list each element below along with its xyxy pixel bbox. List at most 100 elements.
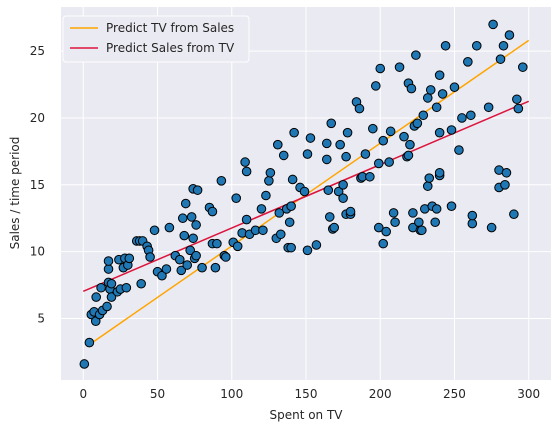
scatter-point (286, 242, 296, 253)
scatter-point (284, 217, 295, 228)
x-axis-label: Spent on TV (269, 408, 343, 422)
scatter-point (384, 157, 394, 167)
scatter-point (446, 201, 457, 212)
scatter-point (437, 89, 448, 99)
scatter-point (216, 175, 227, 186)
scatter-point (185, 245, 195, 256)
scatter-point (302, 149, 313, 159)
scatter-point (360, 149, 371, 159)
scatter-point (483, 102, 494, 113)
scatter-point (261, 190, 271, 201)
scatter-point (471, 40, 482, 51)
scatter-point (186, 212, 197, 222)
scatter-point (373, 222, 384, 233)
scatter-point (504, 30, 515, 40)
scatter-point (405, 139, 415, 150)
scatter-point (390, 217, 400, 228)
scatter-point (500, 180, 510, 190)
scatter-point (102, 301, 112, 312)
y-tick-label: 15 (30, 178, 45, 192)
scatter-point (454, 145, 464, 155)
scatter-point (434, 167, 445, 178)
scatter-point (149, 225, 160, 236)
x-tick-label: 100 (220, 387, 243, 401)
scatter-point (289, 127, 299, 138)
scatter-point (411, 50, 421, 60)
scatter-point (517, 62, 528, 72)
scatter-point (323, 185, 334, 195)
scatter-point (324, 212, 335, 222)
scatter-point (256, 204, 267, 214)
scatter-point (431, 102, 442, 113)
scatter-point (373, 158, 384, 169)
scatter-point (486, 222, 497, 233)
scatter-point (177, 213, 188, 224)
scatter-point (188, 233, 198, 244)
legend: Predict TV from Sales Predict Sales from… (62, 15, 250, 63)
scatter-point (103, 264, 114, 274)
scatter-point (338, 180, 348, 190)
scatter-point (425, 85, 436, 95)
x-tick-label: 200 (369, 387, 392, 401)
scatter-point (191, 250, 201, 261)
scatter-point (422, 181, 433, 191)
scatter-point (434, 70, 445, 80)
scatter-point (495, 54, 506, 64)
scatter-point (417, 225, 427, 236)
legend-label-tv-from-sales: Predict TV from Sales (106, 21, 234, 35)
scatter-point (463, 57, 473, 67)
scatter-point (275, 229, 286, 240)
scatter-point (145, 252, 155, 262)
scatter-point (414, 217, 424, 228)
x-tick-labels: 0 50 100 150 200 250 300 (79, 387, 540, 401)
scatter-point (161, 264, 172, 274)
scatter-point (197, 262, 207, 273)
y-tick-label: 25 (30, 44, 45, 58)
scatter-point (513, 103, 524, 114)
scatter-point (326, 118, 337, 129)
scatter-point (406, 83, 417, 94)
scatter-point (501, 167, 512, 178)
y-tick-label: 5 (37, 312, 45, 326)
scatter-point (498, 40, 509, 51)
scatter-point (121, 282, 132, 293)
scatter-point (399, 131, 409, 142)
scatter-point (124, 253, 135, 264)
scatter-point (207, 206, 218, 217)
scatter-point (342, 127, 353, 138)
y-tick-label: 20 (30, 111, 45, 125)
scatter-point (365, 171, 375, 182)
scatter-point (333, 186, 344, 197)
scatter-point (341, 151, 351, 162)
scatter-point (345, 206, 356, 217)
scatter-point (265, 167, 276, 178)
scatter-point (509, 209, 519, 220)
scatter-point (321, 154, 332, 165)
x-tick-label: 250 (443, 387, 466, 401)
legend-label-sales-from-tv: Predict Sales from TV (106, 41, 235, 55)
scatter-point (96, 282, 106, 293)
scatter-point (179, 230, 190, 241)
scatter-point (264, 175, 274, 186)
y-tick-labels: 5 10 15 20 25 (30, 44, 45, 325)
scatter-point (299, 186, 310, 197)
scatter-point (354, 103, 365, 114)
scatter-point (164, 222, 175, 233)
scatter-point (192, 185, 203, 195)
scatter-point (191, 220, 201, 230)
scatter-point (394, 62, 405, 72)
scatter-point (241, 214, 252, 225)
scatter-point (488, 19, 498, 30)
scatter-point (176, 265, 187, 276)
scatter-point (449, 82, 460, 93)
scatter-point (258, 225, 268, 236)
scatter-point (388, 208, 399, 218)
scatter-point (157, 270, 167, 281)
scatter-point (434, 127, 445, 138)
scatter-point (106, 292, 117, 302)
scatter-points (79, 19, 528, 369)
scatter-point (370, 81, 381, 91)
scatter-point (182, 260, 193, 270)
scatter-point (422, 93, 433, 103)
